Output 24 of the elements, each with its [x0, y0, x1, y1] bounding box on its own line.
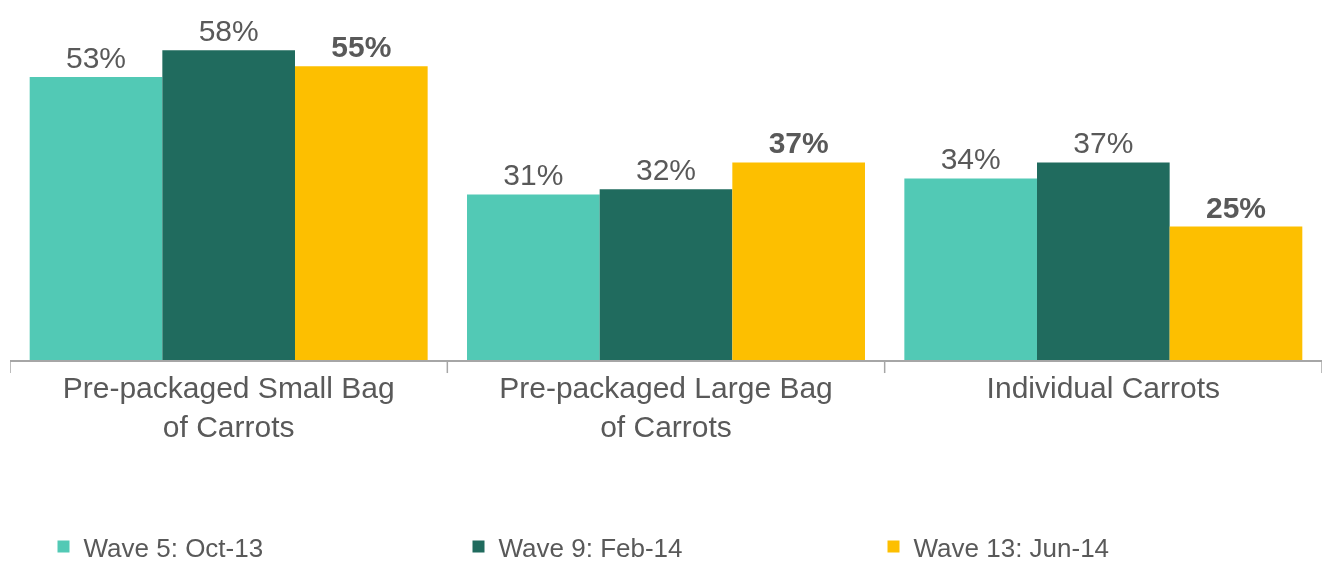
bar [467, 194, 600, 360]
bar [904, 178, 1037, 360]
bar [599, 189, 733, 360]
data-label: 25% [1205, 190, 1267, 224]
data-label: 34% [940, 142, 1001, 176]
x-tick-label: Pre-packaged Large Bag of Carrots [499, 370, 833, 443]
bar [732, 162, 865, 360]
x-tick-label: Individual Carrots [986, 370, 1221, 404]
bar [162, 50, 295, 360]
legend-label: Wave 13: Jun-14 [913, 532, 1110, 563]
bar [29, 77, 163, 360]
data-label: 53% [65, 41, 127, 74]
legend-label: Wave 5: Oct-13 [83, 532, 264, 563]
data-label: 31% [503, 158, 564, 192]
data-label: 58% [198, 14, 259, 48]
bar [295, 66, 428, 360]
bar [1037, 162, 1170, 360]
data-label: 37% [1073, 126, 1134, 160]
bar [1169, 226, 1303, 360]
data-label: 55% [331, 30, 392, 64]
data-label: 32% [635, 153, 697, 187]
data-label: 37% [768, 126, 829, 160]
legend-label: Wave 9: Feb-14 [498, 532, 683, 563]
x-tick-label: Pre-packaged Small Bag of Carrots [62, 370, 395, 443]
